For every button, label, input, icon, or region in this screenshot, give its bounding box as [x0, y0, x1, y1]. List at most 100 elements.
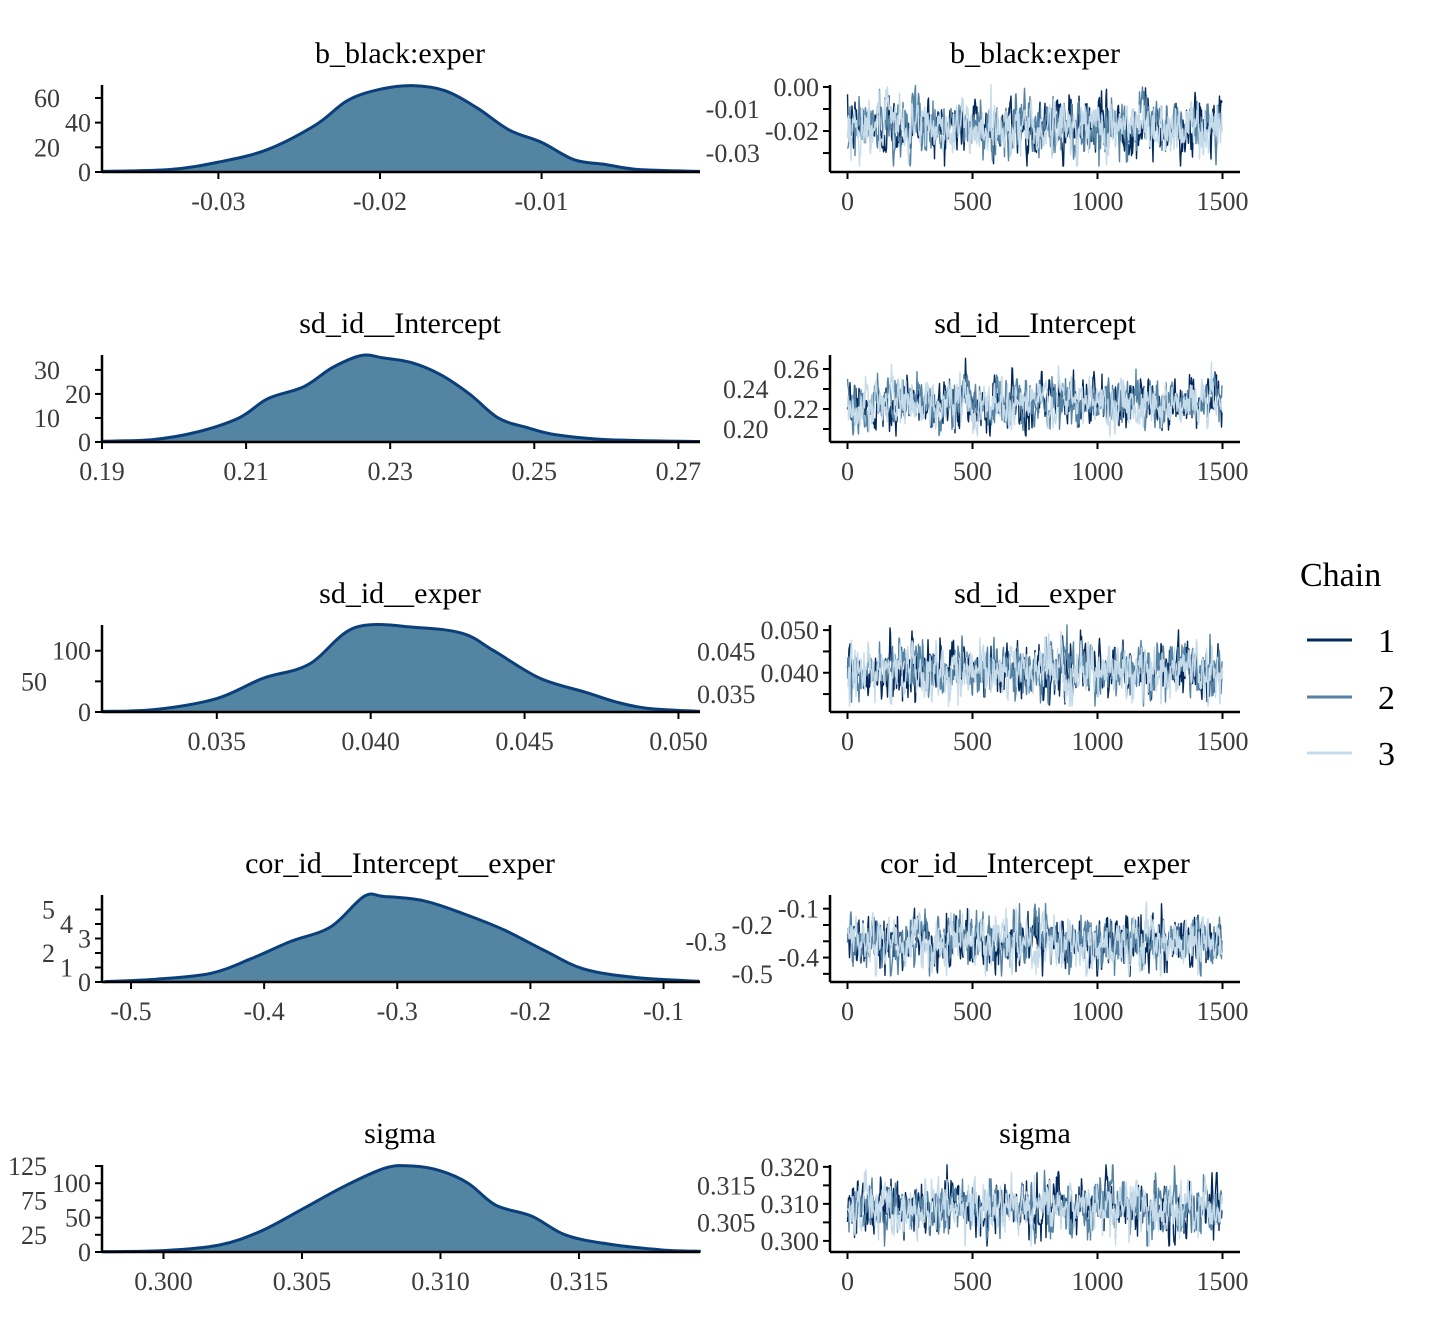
panel-title: b_black:exper — [950, 37, 1120, 70]
y-tick-label: 0.305 — [697, 1208, 756, 1237]
y-tick-label: -0.02 — [765, 117, 819, 146]
y-tick-label: 0.045 — [697, 637, 756, 666]
y-tick-label: 0.320 — [761, 1153, 820, 1182]
y-tick-label: 4 — [60, 910, 73, 939]
y-tick-label: -0.4 — [778, 944, 819, 973]
density-area — [102, 1165, 701, 1252]
density-panel-3: cor_id__Intercept__exper -0.5 -0.4 -0.3 -0.2… — [42, 847, 700, 1026]
density-line — [104, 892, 700, 984]
x-tick-label: 0 — [841, 727, 854, 756]
x-tick-label: 0.23 — [367, 457, 413, 486]
y-tick-label: -0.5 — [732, 960, 773, 989]
panel-title: sd_id__Intercept — [934, 307, 1136, 340]
x-tick-label: -0.1 — [643, 997, 684, 1026]
y-tick-label: 0.040 — [761, 659, 820, 688]
density-area — [104, 894, 700, 982]
panel-title: sd_id__Intercept — [299, 307, 501, 340]
x-tick-label: 0.050 — [649, 727, 708, 756]
y-tick-label: 50 — [21, 667, 47, 696]
x-tick-label: 0.300 — [134, 1267, 193, 1296]
x-tick-label: 500 — [953, 1267, 992, 1296]
trace-panel-4: sigma 0 500 1000 1500 0.3200.3150.3100.3050.3… — [697, 1117, 1249, 1296]
y-tick-label: 0.24 — [723, 375, 769, 404]
x-tick-label: 1000 — [1072, 997, 1124, 1026]
legend: Chain 1 2 3 — [1300, 557, 1395, 773]
density-line — [101, 84, 701, 173]
y-tick-label: 0 — [78, 698, 91, 727]
trace-chain-3 — [846, 901, 1223, 977]
legend-label-chain-2: 2 — [1378, 680, 1395, 717]
y-tick-label: 0.00 — [774, 73, 820, 102]
x-tick-label: 0.315 — [550, 1267, 609, 1296]
x-tick-label: 0.035 — [188, 727, 247, 756]
y-tick-label: 0.20 — [723, 415, 769, 444]
trace-chain-3 — [847, 631, 1223, 707]
y-tick-label: 0.315 — [697, 1171, 756, 1200]
legend-label-chain-3: 3 — [1378, 736, 1395, 773]
y-tick-label: 25 — [21, 1221, 47, 1250]
x-tick-label: 0.305 — [273, 1267, 332, 1296]
panel-title: cor_id__Intercept__exper — [245, 847, 555, 880]
x-tick-label: -0.01 — [515, 187, 569, 216]
panel-title: sigma — [999, 1117, 1071, 1150]
panels: b_black:exper-0.03 -0.02 -0.010204060b_bla… — [8, 37, 1249, 1296]
y-tick-label: 0 — [78, 158, 91, 187]
x-tick-label: 0.045 — [495, 727, 554, 756]
y-tick-label: 75 — [21, 1186, 47, 1215]
y-tick-label: 0 — [78, 968, 91, 997]
y-tick-label: -0.03 — [706, 139, 760, 168]
y-tick-label: 40 — [65, 109, 91, 138]
y-tick-label: -0.3 — [685, 927, 726, 956]
density-line — [102, 1164, 701, 1254]
density-panel-1: sd_id__Intercept 0.19 0.21 0.23 0.25 0.27 0 102… — [34, 307, 701, 486]
y-tick-label: 0.050 — [761, 616, 820, 645]
x-tick-label: -0.02 — [353, 187, 407, 216]
x-tick-label: 0 — [841, 187, 854, 216]
y-tick-label: 60 — [34, 84, 60, 113]
x-tick-label: -0.5 — [110, 997, 151, 1026]
y-tick-label: 5 — [42, 896, 55, 925]
x-tick-label: 0 — [841, 997, 854, 1026]
y-tick-label: 0.310 — [761, 1190, 820, 1219]
x-tick-label: 500 — [953, 457, 992, 486]
trace-chain-3 — [846, 361, 1223, 437]
y-tick-label: 0.26 — [774, 355, 820, 384]
y-tick-label: -0.1 — [778, 895, 819, 924]
x-tick-label: 1000 — [1072, 187, 1124, 216]
y-tick-label: 2 — [42, 939, 55, 968]
x-tick-label: 1000 — [1072, 1267, 1124, 1296]
y-tick-label: 125 — [8, 1152, 47, 1181]
trace-chain-3 — [846, 84, 1223, 167]
y-tick-label: 1 — [60, 954, 73, 983]
trace-panel-3: cor_id__Intercept__exper 0 500 1000 1500 -0.1… — [685, 847, 1248, 1026]
x-tick-label: 1000 — [1072, 457, 1124, 486]
x-tick-label: 500 — [953, 727, 992, 756]
x-tick-label: 1000 — [1072, 727, 1124, 756]
y-tick-label: 3 — [78, 925, 91, 954]
y-tick-label: 100 — [52, 1169, 91, 1198]
y-tick-label: -0.2 — [732, 911, 773, 940]
x-tick-label: 0.310 — [411, 1267, 470, 1296]
density-area — [102, 354, 700, 442]
y-tick-label: 0.22 — [774, 395, 820, 424]
x-tick-label: -0.3 — [377, 997, 418, 1026]
x-tick-label: 0 — [841, 1267, 854, 1296]
y-tick-label: 50 — [65, 1204, 91, 1233]
density-line — [101, 353, 701, 444]
x-tick-label: 0.27 — [656, 457, 702, 486]
density-area — [102, 85, 700, 172]
y-tick-label: 100 — [52, 637, 91, 666]
y-tick-label: -0.01 — [706, 95, 760, 124]
y-tick-label: 0 — [78, 1238, 91, 1267]
density-line — [102, 622, 701, 713]
panel-title: sigma — [364, 1117, 436, 1150]
x-tick-label: 0 — [841, 457, 854, 486]
density-area — [102, 624, 700, 712]
trace-panel-2: sd_id__exper 0 500 1000 1500 0.0500.0450.0400… — [697, 577, 1249, 756]
legend-label-chain-1: 1 — [1378, 623, 1395, 660]
trace-chain-3 — [846, 1169, 1223, 1247]
